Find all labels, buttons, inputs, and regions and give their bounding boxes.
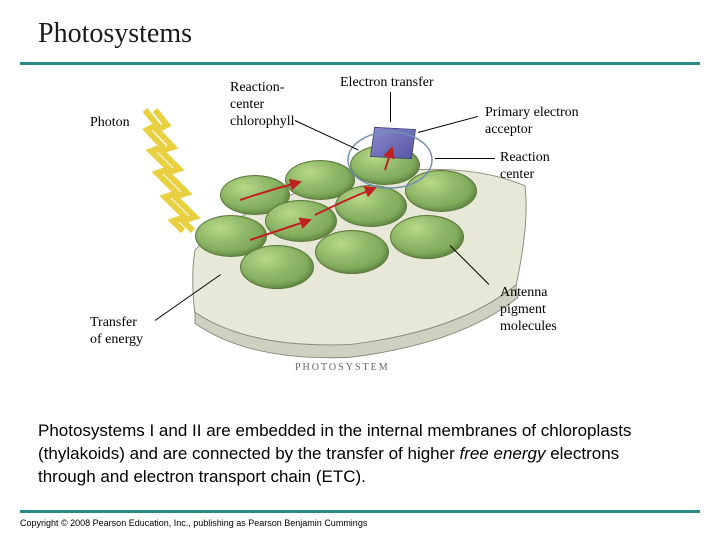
label-reaction-center: Reaction center [500, 150, 550, 184]
photosystem-diagram: Photon Reaction- center chlorophyll Elec… [100, 80, 620, 400]
rule-bottom [20, 510, 700, 513]
leader-line [435, 158, 495, 159]
rule-top [20, 62, 700, 65]
label-primary-acceptor: Primary electron acceptor [485, 105, 579, 139]
leader-line [390, 92, 391, 122]
label-electron-transfer: Electron transfer [340, 75, 434, 92]
page-title: Photosystems [38, 18, 192, 50]
label-photosystem-caption: PHOTOSYSTEM [295, 362, 390, 373]
body-paragraph: Photosystems I and II are embedded in th… [38, 420, 678, 489]
label-transfer-energy: Transfer of energy [90, 315, 143, 349]
label-reaction-center-chlorophyll: Reaction- center chlorophyll [230, 80, 295, 130]
label-antenna: Antenna pigment molecules [500, 285, 557, 335]
label-photon: Photon [90, 115, 130, 132]
copyright-text: Copyright © 2008 Pearson Education, Inc.… [20, 518, 367, 528]
